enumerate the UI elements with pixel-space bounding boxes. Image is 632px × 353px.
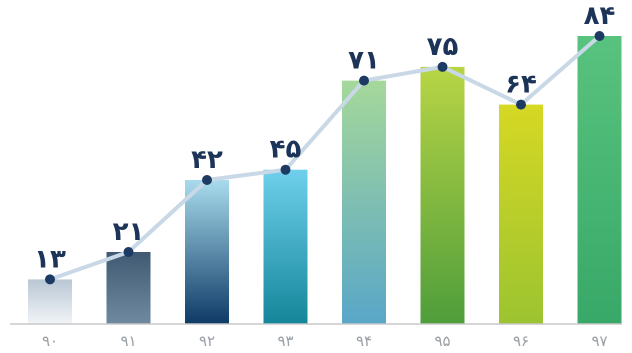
x-tick-label-1: ۹۱ <box>120 332 136 350</box>
bar-5 <box>420 66 465 325</box>
bar-4 <box>342 80 386 324</box>
bar-2 <box>185 180 229 324</box>
data-label-7: ۸۴ <box>584 1 616 31</box>
bars-group <box>28 36 622 325</box>
data-point-3 <box>280 164 291 175</box>
x-tick-label-3: ۹۳ <box>277 332 293 350</box>
data-point-1 <box>123 247 134 257</box>
bar-7 <box>577 36 622 324</box>
data-label-5: ۷۵ <box>427 32 459 62</box>
data-point-7 <box>594 31 605 41</box>
markers-group <box>45 31 605 285</box>
data-label-1: ۲۱ <box>113 217 145 247</box>
bar-3 <box>263 169 308 324</box>
bar-1 <box>106 252 151 324</box>
value-labels-group: ۱۳ ۲۱ ۴۲ ۴۵ ۷۱ ۷۵ ۶۴ ۸۴ <box>34 1 615 274</box>
bar-6 <box>499 104 543 324</box>
bar-0 <box>28 279 72 324</box>
data-label-6: ۶۴ <box>505 70 537 100</box>
x-tick-label-0: ۹۰ <box>42 332 58 350</box>
x-tick-labels-group: ۹۰ ۹۱ ۹۲ ۹۳ ۹۴ ۹۵ ۹۶ ۹۷ <box>42 332 608 350</box>
data-point-2 <box>202 175 212 185</box>
data-label-0: ۱۳ <box>34 244 66 274</box>
x-tick-label-5: ۹۵ <box>434 332 450 350</box>
data-label-2: ۴۲ <box>191 145 223 175</box>
data-point-0 <box>45 274 55 285</box>
x-tick-label-6: ۹۶ <box>513 332 529 350</box>
data-label-3: ۴۵ <box>270 135 302 165</box>
trend-line <box>49 34 601 282</box>
x-tick-label-2: ۹۲ <box>199 332 215 350</box>
x-tick-label-7: ۹۷ <box>591 332 607 350</box>
data-point-4 <box>359 75 369 86</box>
data-point-6 <box>516 99 526 110</box>
x-tick-label-4: ۹۴ <box>356 332 372 350</box>
data-label-4: ۷۱ <box>348 46 380 76</box>
data-point-5 <box>437 61 448 72</box>
